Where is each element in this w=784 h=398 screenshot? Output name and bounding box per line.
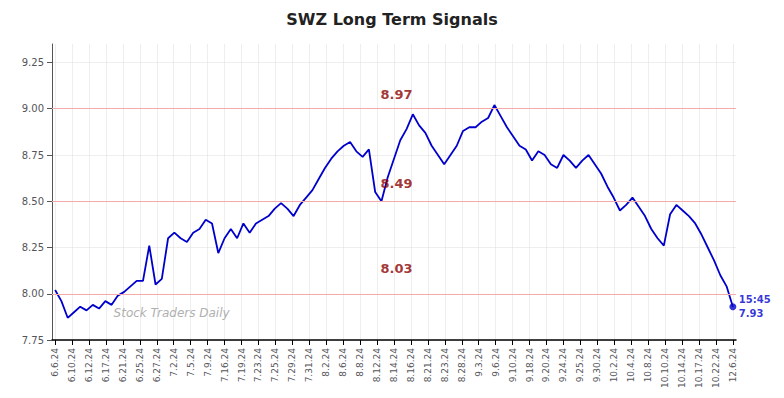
svg-text:7.9.24: 7.9.24 <box>203 348 213 377</box>
svg-text:8.25: 8.25 <box>22 242 44 253</box>
svg-text:8.6.24: 8.6.24 <box>338 348 348 377</box>
svg-text:10.2.24: 10.2.24 <box>609 348 619 383</box>
svg-text:7.23.24: 7.23.24 <box>253 348 263 383</box>
svg-text:7.93: 7.93 <box>739 308 764 319</box>
svg-text:10.14.24: 10.14.24 <box>677 348 687 388</box>
svg-text:8.14.24: 8.14.24 <box>389 348 399 383</box>
svg-text:8.00: 8.00 <box>22 288 44 299</box>
svg-text:7.31.24: 7.31.24 <box>304 348 314 383</box>
svg-text:10.22.24: 10.22.24 <box>711 348 721 388</box>
svg-text:7.16.24: 7.16.24 <box>220 348 230 383</box>
svg-text:8.2.24: 8.2.24 <box>321 348 331 377</box>
svg-text:7.25.24: 7.25.24 <box>270 348 280 383</box>
svg-text:12.6.24: 12.6.24 <box>728 348 738 383</box>
svg-text:9.3.24: 9.3.24 <box>474 348 484 377</box>
svg-text:9.10.24: 9.10.24 <box>508 348 518 383</box>
svg-text:8.97: 8.97 <box>380 87 412 102</box>
svg-text:10.4.24: 10.4.24 <box>626 348 636 383</box>
svg-text:8.8.24: 8.8.24 <box>355 348 365 377</box>
svg-text:10.10.24: 10.10.24 <box>660 348 670 388</box>
svg-text:7.19.24: 7.19.24 <box>237 348 247 383</box>
svg-text:7.5.24: 7.5.24 <box>186 348 196 377</box>
svg-text:6.27.24: 6.27.24 <box>152 348 162 383</box>
svg-text:7.2.24: 7.2.24 <box>169 348 179 377</box>
svg-text:9.25: 9.25 <box>22 57 44 68</box>
svg-text:9.18.24: 9.18.24 <box>525 348 535 383</box>
svg-text:SWZ Long Term Signals: SWZ Long Term Signals <box>286 10 497 29</box>
svg-text:7.75: 7.75 <box>22 335 44 346</box>
svg-text:8.21.24: 8.21.24 <box>423 348 433 383</box>
svg-text:8.23.24: 8.23.24 <box>440 348 450 383</box>
svg-text:6.12.24: 6.12.24 <box>84 348 94 383</box>
svg-text:7.29.24: 7.29.24 <box>287 348 297 383</box>
svg-text:9.30.24: 9.30.24 <box>592 348 602 383</box>
svg-text:8.49: 8.49 <box>380 176 412 191</box>
svg-text:8.75: 8.75 <box>22 150 44 161</box>
svg-text:15:45: 15:45 <box>739 294 771 305</box>
svg-text:6.10.24: 6.10.24 <box>67 348 77 383</box>
svg-text:6.21.24: 6.21.24 <box>118 348 128 383</box>
svg-text:10.17.24: 10.17.24 <box>694 348 704 388</box>
svg-text:6.6.24: 6.6.24 <box>50 348 60 377</box>
svg-text:8.50: 8.50 <box>22 196 44 207</box>
svg-text:Stock Traders Daily: Stock Traders Daily <box>114 306 231 320</box>
svg-text:8.28.24: 8.28.24 <box>457 348 467 383</box>
svg-text:8.16.24: 8.16.24 <box>406 348 416 383</box>
svg-text:9.25.24: 9.25.24 <box>575 348 585 383</box>
svg-text:9.00: 9.00 <box>22 103 44 114</box>
svg-text:6.25.24: 6.25.24 <box>135 348 145 383</box>
svg-text:9.6.24: 9.6.24 <box>491 348 501 377</box>
svg-text:6.17.24: 6.17.24 <box>101 348 111 383</box>
svg-text:8.12.24: 8.12.24 <box>372 348 382 383</box>
svg-text:8.03: 8.03 <box>380 261 412 276</box>
svg-text:10.8.24: 10.8.24 <box>643 348 653 383</box>
svg-text:9.20.24: 9.20.24 <box>541 348 551 383</box>
svg-text:9.24.24: 9.24.24 <box>558 348 568 383</box>
